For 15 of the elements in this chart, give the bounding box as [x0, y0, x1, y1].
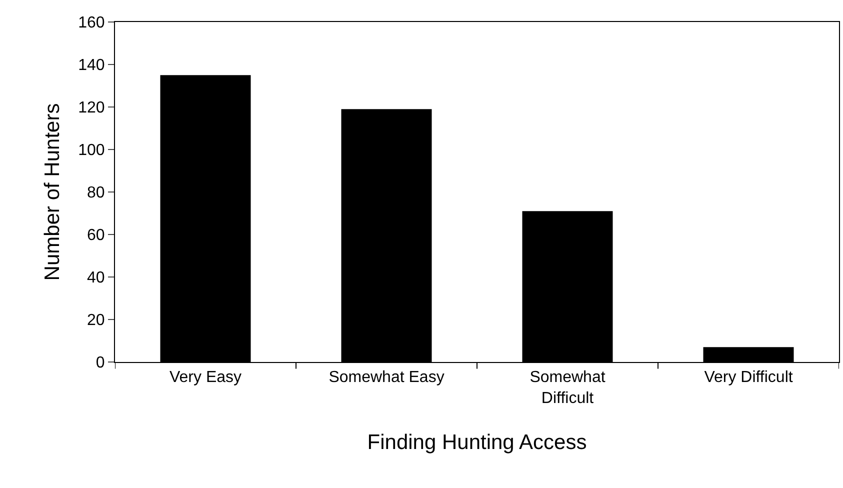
y-tick-label: 20 — [87, 312, 105, 330]
y-tick-label: 100 — [78, 142, 105, 160]
y-tick-label: 40 — [87, 270, 105, 287]
y-tick-label: 160 — [78, 14, 105, 32]
x-tick-label: Very Easy — [169, 369, 242, 386]
x-axis-title: Finding Hunting Access — [367, 431, 587, 454]
x-tick-label: Somewhat Easy — [328, 369, 444, 386]
y-tick-label: 80 — [87, 184, 105, 202]
y-tick-label: 60 — [87, 227, 105, 244]
y-tick-label: 120 — [78, 100, 105, 117]
y-tick-label: 0 — [96, 354, 105, 372]
y-axis-title: Number of Hunters — [41, 103, 64, 281]
x-tick-label: Very Difficult — [704, 369, 794, 386]
x-tick-label: Somewhat Difficult — [530, 369, 606, 407]
y-tick-label: 140 — [78, 57, 105, 74]
